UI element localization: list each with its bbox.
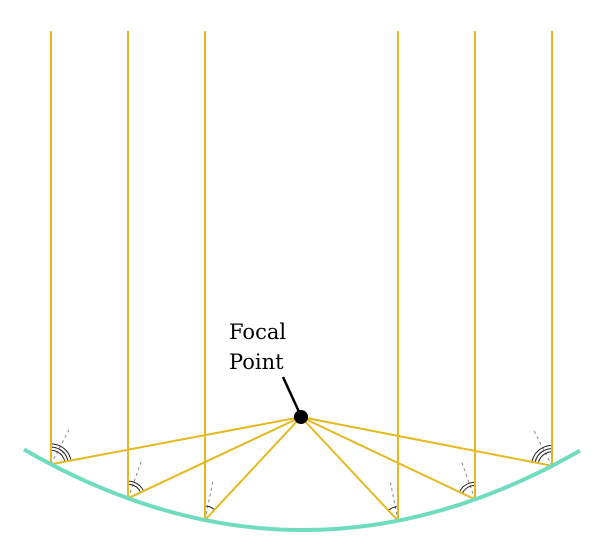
reflected-ray-right-middle [300, 416, 476, 501]
light-rays [50, 31, 553, 522]
reflection-angle-arc-right-outer-2 [531, 447, 543, 463]
reflected-ray-left-middle [127, 416, 302, 500]
reflected-ray-left-outer [50, 416, 302, 466]
normal-right-inner [389, 479, 399, 521]
normal-right-outer [532, 428, 553, 467]
reflection-angle-arc-right-outer-0 [537, 452, 546, 464]
reflected-ray-right-inner [300, 416, 399, 522]
surface-normals [50, 426, 553, 521]
reflection-angle-arc-right-middle-0 [461, 485, 471, 494]
reflection-angle-arc-left-outer-0 [57, 451, 66, 462]
focal-point-pointer [281, 376, 302, 415]
reflection-angle-arc-left-inner-0 [207, 505, 215, 511]
normal-right-middle [460, 459, 476, 500]
normal-left-middle [127, 458, 143, 499]
parabolic-mirror [23, 447, 581, 532]
normal-left-outer [50, 426, 71, 465]
incidence-angle-arc-right-outer-2 [542, 444, 553, 449]
incidence-angle-arc-left-outer-1 [50, 446, 60, 450]
focal-point [294, 410, 308, 424]
reflection-angle-arc-right-inner-0 [388, 506, 396, 511]
reflected-ray-left-inner [204, 416, 302, 521]
reflection-angle-arc-left-outer-2 [60, 445, 72, 461]
reflection-angle-arc-left-middle-0 [132, 484, 142, 493]
normal-left-inner [204, 478, 214, 521]
reflected-ray-right-outer [300, 416, 553, 467]
focal-point-label-line1: Focal [229, 320, 286, 344]
incidence-angle-arc-right-outer-1 [543, 448, 553, 451]
incidence-angle-arc-left-outer-2 [50, 443, 61, 447]
focal-point-label-line2: Point [229, 350, 284, 374]
